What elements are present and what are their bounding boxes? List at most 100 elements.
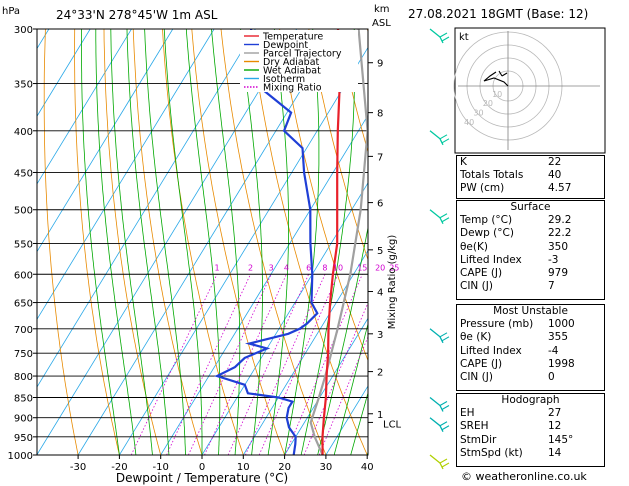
hodograph-trace	[483, 71, 509, 87]
most-unstable-table: Most Unstable Pressure (mb) 1000 θe (K) 355 L…	[456, 304, 605, 391]
temperature-tick-label: 20	[278, 462, 291, 473]
index-row: EH 27	[457, 407, 604, 420]
indices-table-top: K 22 Totals Totals 40 PW (cm) 4.57	[456, 155, 605, 199]
wind-barb-feather	[439, 332, 450, 342]
km-tick-label: 9	[377, 59, 383, 70]
legend-entry: Dewpoint	[263, 40, 308, 51]
pressure-tick-label: 750	[14, 349, 33, 360]
isotherm-line	[201, 182, 368, 455]
index-row: StmSpd (kt) 14	[457, 447, 604, 460]
isotherm-line	[160, 114, 368, 455]
mixing-ratio-line	[166, 274, 251, 455]
pressure-tick-label: 900	[14, 414, 33, 425]
index-value: -4	[548, 344, 559, 357]
pressure-tick-label: 700	[14, 325, 33, 336]
mixing-ratio-axis-title: Mixing Ratio (g/kg)	[387, 235, 398, 330]
mixing-ratio-label: 4	[284, 263, 289, 272]
parcel-trajectory-line	[309, 29, 368, 455]
pressure-tick-label: 300	[14, 25, 33, 36]
asl-unit-label: ASL	[372, 18, 391, 29]
pressure-tick-label: 950	[14, 433, 33, 444]
pressure-tick-label: 350	[14, 80, 33, 91]
pressure-tick-label: 500	[14, 206, 33, 217]
index-name: CIN (J)	[460, 371, 493, 384]
index-value: 7	[548, 280, 555, 293]
index-name: Pressure (mb)	[460, 318, 534, 331]
index-row: θe (K) 355	[457, 331, 604, 344]
section-title: Surface	[510, 201, 551, 213]
wind-barb-feather	[439, 32, 450, 42]
index-value: 4.57	[548, 182, 572, 195]
km-unit-label: km	[374, 4, 390, 15]
index-name: Totals Totals	[460, 169, 524, 182]
km-tick-label: 5	[377, 246, 383, 257]
isotherm-line	[0, 29, 8, 455]
index-value: 350	[548, 240, 569, 253]
pressure-tick-label: 550	[14, 239, 33, 250]
wet-adiabat-line	[211, 29, 241, 455]
index-value: 0	[548, 371, 555, 384]
datetime-label: 27.08.2021 18GMT (Base: 12)	[408, 7, 589, 21]
mixing-ratio-label: 10	[333, 263, 343, 272]
pressure-tick-label: 800	[14, 372, 33, 383]
pressure-tick-label: 650	[14, 299, 33, 310]
temperature-tick-label: -10	[153, 462, 169, 473]
wind-barbs	[429, 28, 450, 470]
index-value: 29.2	[548, 214, 572, 227]
legend-entry: Isotherm	[263, 74, 305, 85]
temperature-tick-label: -20	[111, 462, 127, 473]
index-name: SREH	[460, 420, 489, 433]
index-value: 355	[548, 331, 569, 344]
index-name: EH	[460, 407, 475, 420]
index-value: 14	[548, 446, 562, 459]
index-row: CAPE (J) 1998	[457, 358, 604, 371]
hodograph-table: Hodograph EH 27 SREH 12 StmDir 145° StmSpd (kt)…	[456, 393, 605, 467]
wet-adiabat-line	[144, 29, 186, 455]
wet-adiabat-line	[240, 29, 263, 455]
legend-entry: Dry Adiabat	[263, 57, 320, 68]
isotherm-line	[37, 29, 132, 185]
temperature-tick-label: -30	[70, 462, 86, 473]
legend-entry: Parcel Trajectory	[263, 49, 342, 60]
mixing-ratio-line	[130, 274, 218, 455]
wind-barb-feather	[439, 421, 450, 431]
temperature-line	[321, 29, 341, 455]
isotherm-line	[242, 249, 368, 455]
index-row: PW (cm) 4.57	[457, 182, 604, 195]
profile-lines	[214, 29, 368, 455]
mixing-ratio-label: 15	[357, 263, 367, 272]
index-value: -3	[548, 253, 559, 266]
hodograph-unit-label: kt	[459, 32, 469, 43]
isotherm-line	[37, 29, 298, 455]
dry-adiabat-line	[602, 29, 629, 455]
index-name: θe(K)	[460, 240, 488, 253]
mixing-ratio-label: 20	[375, 263, 385, 272]
credit-label: © weatheronline.co.uk	[461, 470, 587, 483]
isotherm-line	[284, 317, 368, 455]
index-name: Lifted Index	[460, 344, 522, 357]
dry-adiabat-line	[43, 29, 79, 455]
index-name: Lifted Index	[460, 253, 522, 266]
temperature-tick-label: 10	[237, 462, 250, 473]
index-row: Lifted Index -4	[457, 345, 604, 358]
index-name: StmSpd (kt)	[460, 446, 523, 459]
mixing-ratio-label: 6	[306, 263, 311, 272]
pressure-tick-label: 850	[14, 393, 33, 404]
index-value: 27	[548, 407, 562, 420]
km-tick-label: 1	[377, 410, 383, 421]
temperature-tick-label: 0	[199, 462, 205, 473]
index-row: CIN (J) 0	[457, 371, 604, 384]
index-name: CAPE (J)	[460, 357, 503, 370]
hodograph-ring-label: 30	[473, 109, 483, 118]
index-row: K 22	[457, 156, 604, 169]
index-name: θe (K)	[460, 331, 492, 344]
index-name: CAPE (J)	[460, 267, 503, 280]
hodograph-ring-label: 20	[483, 99, 493, 108]
legend-background	[240, 30, 358, 92]
plot-grid	[0, 29, 629, 455]
legend-entry: Wet Adiabat	[263, 66, 321, 77]
mixing-ratio-label: 3	[269, 263, 274, 272]
dewpoint-line	[214, 29, 319, 455]
